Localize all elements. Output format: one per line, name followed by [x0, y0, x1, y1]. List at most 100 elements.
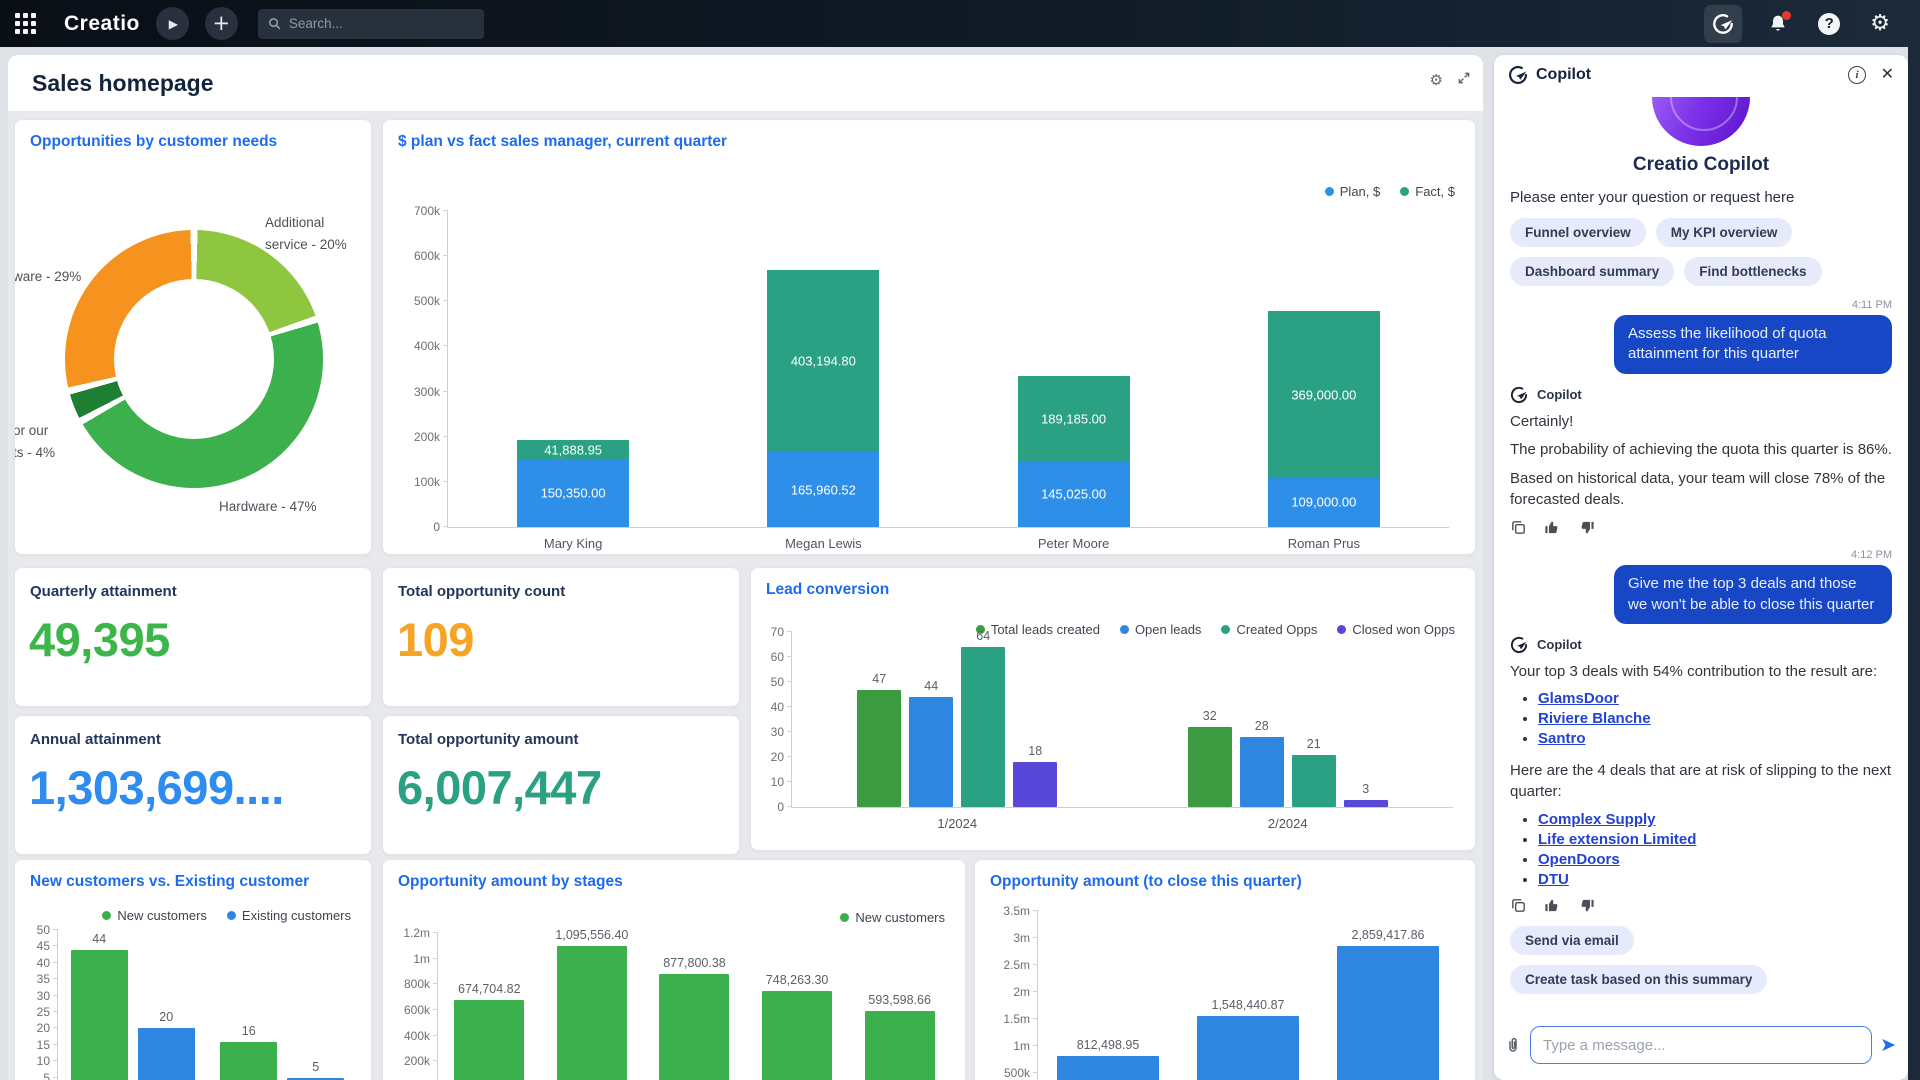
chip-find-bottlenecks[interactable]: Find bottlenecks	[1684, 257, 1822, 286]
x-axis-label: Megan Lewis	[785, 536, 862, 551]
bar-value-label: 28	[1254, 719, 1269, 733]
bar-value-label: 16	[241, 1023, 256, 1038]
chip-dashboard-summary[interactable]: Dashboard summary	[1510, 257, 1675, 286]
bar[interactable]: 3	[1343, 782, 1388, 807]
thumbs-down-icon[interactable]	[1578, 519, 1595, 536]
dashboard-expand-icon[interactable]	[1457, 71, 1471, 90]
bar[interactable]: 674,704.82	[454, 982, 525, 1080]
message-input[interactable]	[1530, 1026, 1873, 1064]
bar[interactable]: 593,598.66	[864, 993, 935, 1080]
bar[interactable]: 28	[1239, 719, 1284, 807]
legend-item: Created Opps	[1221, 622, 1317, 637]
bar[interactable]: 877,800.38	[659, 956, 730, 1080]
bar[interactable]: 812,498.95	[1057, 1038, 1159, 1080]
create-task-button[interactable]: Create task based on this summary	[1510, 964, 1768, 994]
dashboard-settings-icon[interactable]: ⚙	[1429, 71, 1443, 89]
bar[interactable]: 64	[961, 629, 1006, 807]
y-tick-label: 400k	[413, 339, 440, 354]
bar-segment[interactable]: 189,185.00	[1017, 376, 1130, 462]
copy-icon[interactable]	[1510, 897, 1527, 914]
chip-funnel-overview[interactable]: Funnel overview	[1510, 218, 1646, 247]
thumbs-up-icon[interactable]	[1544, 519, 1561, 536]
donut-chart[interactable]	[65, 230, 323, 488]
y-tick-mark	[53, 1011, 58, 1012]
bar[interactable]: 1,548,440.87	[1197, 998, 1299, 1080]
notifications-bell-icon[interactable]	[1768, 10, 1792, 34]
message-actions	[1510, 897, 1892, 914]
add-button[interactable]: +	[204, 7, 238, 40]
deal-link[interactable]: Complex Supply	[1538, 810, 1656, 828]
bar-segment[interactable]: 150,350.00	[517, 459, 630, 527]
y-tick-mark	[433, 1034, 438, 1036]
bar[interactable]: 5	[287, 1060, 345, 1080]
y-tick-label: 1.2m	[403, 926, 430, 940]
stacked-bar[interactable]: 145,025.00 189,185.00	[1017, 211, 1130, 527]
bar[interactable]: 20	[137, 1010, 195, 1080]
legend-dot	[1324, 187, 1334, 196]
bar-segment[interactable]: 403,194.80	[767, 270, 880, 453]
run-process-button[interactable]: ▶	[155, 7, 189, 40]
bar[interactable]: 21	[1291, 737, 1336, 807]
bar[interactable]: 16	[220, 1024, 278, 1080]
bot-message: Here are the 4 deals that are at risk of…	[1510, 762, 1892, 801]
message-timestamp: 4:11 PM	[1851, 299, 1892, 311]
chart-legend: Plan, $ Fact, $	[1324, 184, 1455, 199]
y-tick-label: 500k	[1003, 1066, 1030, 1080]
copilot-conversation[interactable]: Creatio Copilot Please enter your questi…	[1494, 95, 1908, 1080]
bar-segment[interactable]: 369,000.00	[1267, 311, 1380, 478]
bar[interactable]: 47	[857, 672, 902, 807]
metric-label: Annual attainment	[30, 731, 161, 748]
y-tick-mark	[1033, 964, 1038, 965]
y-tick-label: 1.5m	[1003, 1012, 1030, 1026]
global-search[interactable]	[257, 8, 484, 39]
send-icon[interactable]: ➤	[1880, 1034, 1896, 1056]
action-chips: Send via email Create task based on this…	[1510, 925, 1892, 994]
dashboard-canvas: Sales homepage ⚙ Opportunities by custom…	[8, 55, 1483, 1080]
bar[interactable]: 44	[909, 679, 954, 807]
bar[interactable]: 2,859,417.86	[1337, 928, 1439, 1080]
bar-segment[interactable]: 109,000.00	[1267, 477, 1380, 527]
attachment-paperclip-icon[interactable]	[1504, 1036, 1522, 1054]
help-icon[interactable]: ?	[1818, 12, 1841, 35]
deal-link[interactable]: Life extension Limited	[1538, 830, 1697, 848]
send-via-email-button[interactable]: Send via email	[1510, 925, 1634, 955]
chip-kpi-overview[interactable]: My KPI overview	[1655, 218, 1793, 247]
page-title: Sales homepage	[32, 70, 214, 96]
thumbs-up-icon[interactable]	[1544, 897, 1561, 914]
bar[interactable]: 1,095,556.40	[555, 928, 628, 1080]
close-icon[interactable]: ✕	[1880, 64, 1894, 83]
stacked-bar[interactable]: 109,000.00 369,000.00	[1267, 211, 1380, 527]
y-tick-mark	[433, 932, 438, 933]
bar-value-label: 44	[924, 679, 939, 693]
bar[interactable]: 44	[70, 932, 128, 1080]
annual-attainment-tile: Annual attainment 1,303,699....	[14, 715, 372, 855]
copilot-toggle-button[interactable]	[1704, 4, 1743, 43]
bar[interactable]: 748,263.30	[762, 973, 833, 1080]
copy-icon[interactable]	[1510, 519, 1527, 536]
bar[interactable]: 18	[1013, 744, 1058, 807]
y-tick-label: 10	[36, 1054, 50, 1069]
deal-link[interactable]: GlamsDoor	[1538, 690, 1619, 708]
stacked-bar[interactable]: 165,960.52 403,194.80	[767, 211, 880, 527]
settings-gear-icon[interactable]: ⚙	[1870, 10, 1890, 36]
bar[interactable]: 32	[1187, 709, 1232, 807]
y-tick-label: 3.5m	[1003, 904, 1030, 918]
stacked-bar[interactable]: 150,350.00 41,888.95	[517, 211, 630, 527]
bar-segment[interactable]: 165,960.52	[767, 452, 880, 527]
thumbs-down-icon[interactable]	[1578, 897, 1595, 914]
deal-link[interactable]: Riviere Blanche	[1538, 710, 1651, 728]
deal-link[interactable]: DTU	[1538, 870, 1569, 888]
y-tick-mark	[1033, 1045, 1038, 1046]
app-grid-icon[interactable]	[15, 13, 36, 34]
bar-segment[interactable]: 145,025.00	[1017, 461, 1130, 527]
list-item: OpenDoors	[1538, 851, 1892, 868]
search-input[interactable]	[288, 16, 459, 31]
bar-value-label: 109,000.00	[1291, 494, 1357, 510]
info-icon[interactable]: i	[1848, 66, 1866, 84]
copilot-bot-name: Creatio Copilot	[1632, 154, 1770, 175]
deal-link[interactable]: OpenDoors	[1538, 850, 1620, 868]
y-tick-label: 30	[770, 725, 784, 739]
metric-label: Quarterly attainment	[30, 583, 177, 600]
bar-segment[interactable]: 41,888.95	[517, 440, 630, 460]
deal-link[interactable]: Santro	[1538, 730, 1586, 748]
